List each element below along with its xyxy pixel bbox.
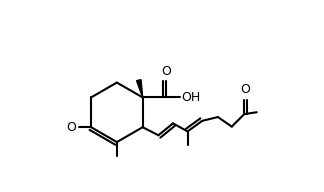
Text: O: O xyxy=(66,121,76,134)
Text: OH: OH xyxy=(181,91,200,104)
Polygon shape xyxy=(136,80,143,98)
Text: O: O xyxy=(240,83,250,96)
Text: O: O xyxy=(161,65,171,78)
